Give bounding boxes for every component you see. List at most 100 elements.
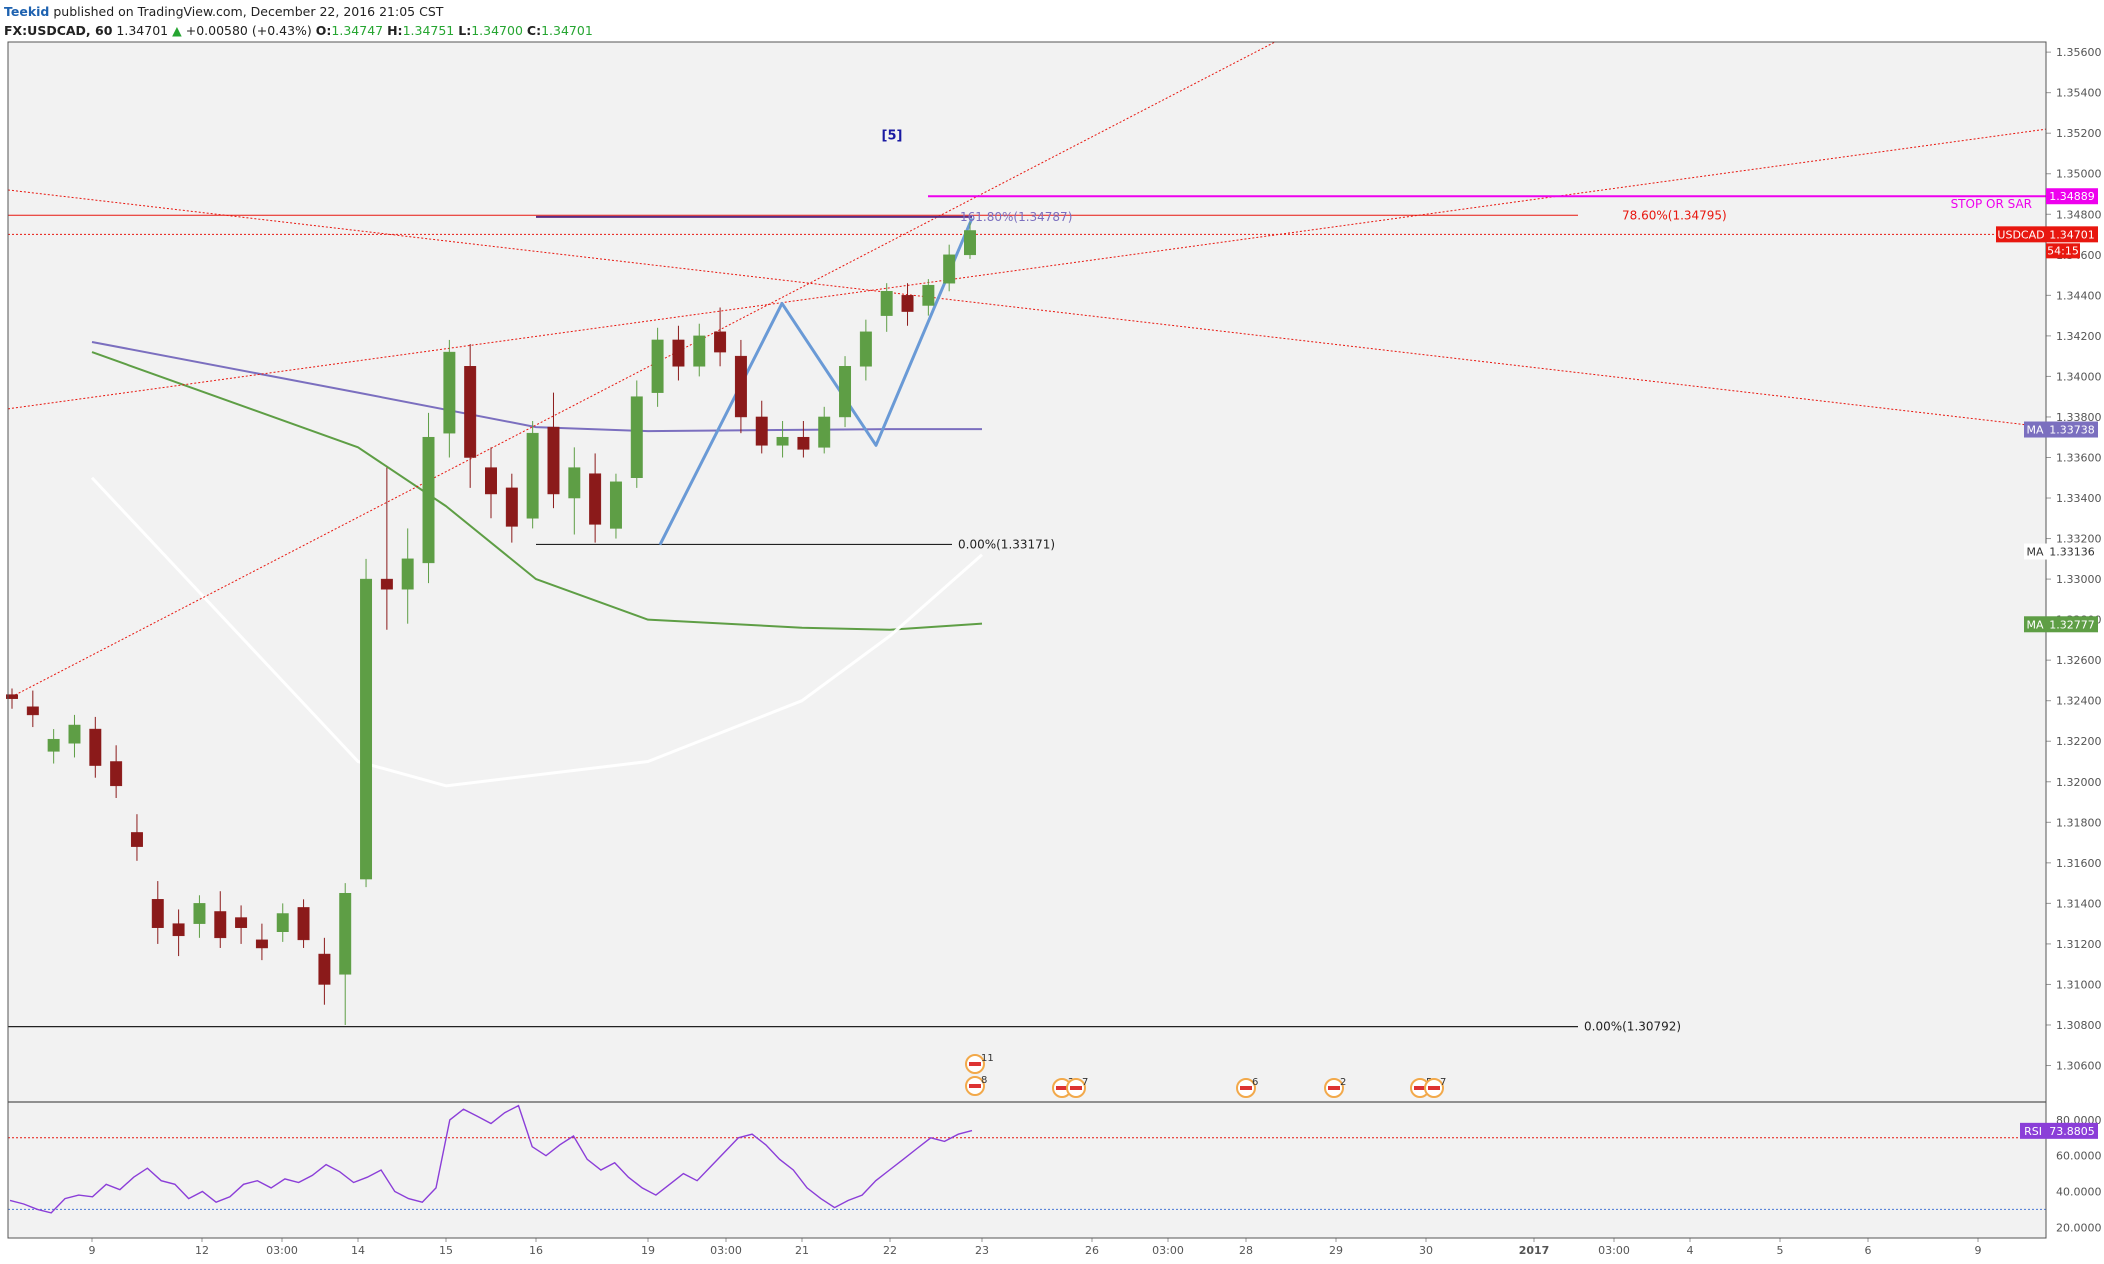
event-count: 7 — [1440, 1077, 1446, 1088]
candle-body[interactable] — [422, 436, 435, 564]
candle-body[interactable] — [214, 911, 227, 939]
flag-stripe — [1428, 1086, 1440, 1090]
candle-body[interactable] — [818, 416, 831, 448]
time-tick-label: 03:00 — [710, 1244, 742, 1257]
price-tick-label: 1.33000 — [2056, 573, 2102, 586]
candle-body[interactable] — [672, 339, 685, 367]
price-tick-label: 1.31200 — [2056, 938, 2102, 951]
candle-body[interactable] — [339, 892, 352, 975]
time-tick-label: 14 — [351, 1244, 365, 1257]
candle-body[interactable] — [235, 917, 248, 928]
candle-body[interactable] — [797, 436, 810, 450]
candle-body[interactable] — [130, 832, 143, 847]
low-label: L: — [458, 23, 472, 38]
ma-purple-label-name: MA — [2026, 424, 2043, 437]
candle-body[interactable] — [943, 254, 956, 284]
ma-white-label-name: MA — [2026, 546, 2043, 559]
candle-body[interactable] — [693, 335, 706, 367]
candle-body[interactable] — [47, 738, 60, 752]
price-tick-label: 1.33400 — [2056, 492, 2102, 505]
candle-body[interactable] — [776, 436, 789, 446]
candle-body[interactable] — [714, 331, 727, 353]
ma-white-label-value-box — [2046, 543, 2098, 560]
price-tick-label: 1.34800 — [2056, 208, 2102, 221]
candle-body[interactable] — [68, 724, 81, 744]
candle-body[interactable] — [6, 694, 18, 699]
countdown-label: 54:15 — [2047, 244, 2079, 257]
candle-body[interactable] — [547, 426, 560, 495]
up-arrow-icon: ▲ — [172, 23, 182, 38]
usdcad-price-label-value: 1.34701 — [2049, 228, 2095, 241]
price-tick-label: 1.30800 — [2056, 1019, 2102, 1032]
candle-body[interactable] — [360, 578, 373, 880]
price-tick-label: 1.32400 — [2056, 695, 2102, 708]
time-tick-label: 4 — [1687, 1244, 1694, 1257]
high-label: H: — [387, 23, 403, 38]
flag-stripe — [1070, 1086, 1082, 1090]
candle-body[interactable] — [110, 761, 123, 787]
rsi-tick-label: 60.0000 — [2056, 1150, 2102, 1163]
candle-body[interactable] — [880, 291, 893, 316]
time-tick-label: 28 — [1239, 1244, 1253, 1257]
time-tick-label: 26 — [1085, 1244, 1099, 1257]
candle-body[interactable] — [255, 939, 268, 949]
candle-body[interactable] — [401, 558, 414, 590]
candle-body[interactable] — [755, 416, 768, 446]
time-tick-label: 22 — [883, 1244, 897, 1257]
time-tick-label: 21 — [795, 1244, 809, 1257]
time-tick-label: 03:00 — [1152, 1244, 1184, 1257]
price-tick-label: 1.31600 — [2056, 857, 2102, 870]
low-value: 1.34700 — [471, 23, 523, 38]
wave-count-line — [658, 217, 974, 546]
candle-body[interactable] — [380, 578, 393, 590]
candle-body[interactable] — [589, 473, 602, 525]
candle-body[interactable] — [901, 295, 914, 312]
symbol-interval[interactable]: FX:USDCAD, 60 — [4, 23, 113, 38]
candle-body[interactable] — [568, 467, 581, 499]
candle-body[interactable] — [734, 355, 747, 418]
candle-body[interactable] — [505, 487, 518, 527]
candle-body[interactable] — [276, 913, 289, 933]
candle-body[interactable] — [464, 366, 477, 458]
publisher-name[interactable]: Teekid — [4, 4, 50, 19]
candle-body[interactable] — [839, 366, 852, 418]
rsi-line — [9, 1104, 973, 1214]
time-tick-label: 15 — [439, 1244, 453, 1257]
time-tick-label: 29 — [1329, 1244, 1343, 1257]
candle-body[interactable] — [485, 467, 497, 495]
trendline-dotted — [7, 41, 1276, 700]
candle-body[interactable] — [651, 339, 664, 393]
candle-body[interactable] — [922, 284, 935, 306]
usdcad-price-label-name-box — [1996, 226, 2046, 243]
candle-body[interactable] — [443, 351, 456, 434]
candle-body[interactable] — [526, 432, 539, 519]
event-count: 8 — [981, 1075, 987, 1086]
price-tick-label: 1.34200 — [2056, 330, 2102, 343]
candle-body[interactable] — [964, 230, 976, 256]
candle-body[interactable] — [151, 899, 164, 928]
moving-average-line — [90, 476, 983, 788]
candle-body[interactable] — [609, 481, 622, 529]
last-price: 1.34701 — [116, 23, 169, 38]
event-count: 2 — [1340, 1077, 1346, 1088]
stop-price-label-value: 1.34889 — [2049, 190, 2095, 203]
usdcad-price-label-name: USDCAD — [1997, 228, 2044, 241]
candle-body[interactable] — [318, 953, 331, 985]
open-value: 1.34747 — [331, 23, 384, 38]
candle-body[interactable] — [297, 907, 310, 941]
trendline-dotted — [7, 189, 2047, 428]
price-tick-label: 1.32200 — [2056, 735, 2102, 748]
time-tick-label: 9 — [1975, 1244, 1982, 1257]
chart-border — [7, 41, 2047, 1239]
candle-body[interactable] — [859, 331, 872, 367]
moving-average-line — [91, 351, 983, 631]
candle-body[interactable] — [172, 923, 185, 937]
candle-body[interactable] — [26, 706, 39, 716]
candle-body[interactable] — [193, 903, 206, 924]
fib-zero-lower-label: 0.00%(1.30792) — [1584, 1020, 1681, 1034]
candle-body[interactable] — [89, 728, 102, 766]
candle-body[interactable] — [630, 396, 643, 479]
wave-5-label: [5] — [882, 128, 903, 143]
fib-zero-upper-label: 0.00%(1.33171) — [958, 537, 1055, 551]
